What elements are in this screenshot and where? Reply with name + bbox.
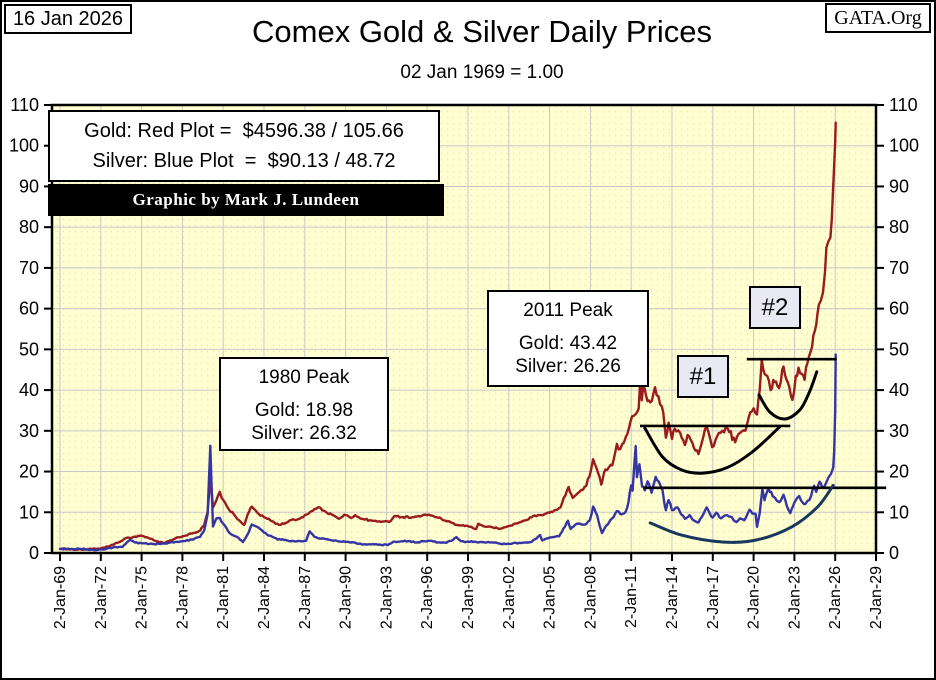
page-subtitle: 02 Jan 1969 = 1.00 xyxy=(400,62,564,83)
gold-series-line xyxy=(58,121,837,552)
annotation-2011-silver: Silver: 26.26 xyxy=(515,356,621,377)
y-tick-label: 20 xyxy=(889,462,909,482)
x-tick-label: 2-Jan-72 xyxy=(93,566,110,629)
gold-cup-1-curve xyxy=(643,425,781,475)
y-tick-label: 50 xyxy=(19,339,39,359)
legend-gold-label: Gold: Red Plot = $4596.38 / 105.66 xyxy=(84,120,404,142)
y-tick-label: 40 xyxy=(889,380,909,400)
x-tick-label: 2-Jan-20 xyxy=(746,566,763,629)
legend-silver-label: Silver: Blue Plot = $90.13 / 48.72 xyxy=(92,150,396,172)
y-tick-label: 60 xyxy=(19,299,39,319)
annotation-2011-peak: 2011 Peak Gold: 43.42 Silver: 26.26 xyxy=(487,290,649,387)
x-tick-label: 2-Jan-69 xyxy=(52,566,69,629)
annotation-1980-gold: Gold: 18.98 xyxy=(254,400,354,421)
x-tick-label: 2-Jan-84 xyxy=(256,566,273,629)
y-tick-label: 80 xyxy=(889,217,909,237)
annotation-1980-silver: Silver: 26.32 xyxy=(251,423,357,444)
x-tick-label: 2-Jan-96 xyxy=(419,566,436,629)
y-tick-label: 0 xyxy=(889,543,899,563)
x-tick-label: 2-Jan-90 xyxy=(338,566,355,629)
x-tick-label: 2-Jan-78 xyxy=(174,566,191,629)
y-tick-label: 110 xyxy=(889,95,918,115)
y-tick-label: 30 xyxy=(19,421,39,441)
gold-cup-2-curve xyxy=(757,370,819,421)
x-tick-label: 2-Jan-29 xyxy=(868,566,885,629)
credit-banner: Graphic by Mark J. Lundeen xyxy=(48,184,444,216)
site-badge: GATA.Org xyxy=(825,3,931,33)
cup2-label: #2 xyxy=(749,286,801,329)
x-tick-label: 2-Jan-02 xyxy=(501,566,518,629)
x-tick-label: 2-Jan-99 xyxy=(460,566,477,629)
y-tick-label: 110 xyxy=(10,95,39,115)
x-tick-label: 2-Jan-93 xyxy=(378,566,395,629)
silver-series-line xyxy=(58,353,837,552)
y-tick-label: 10 xyxy=(19,502,39,522)
y-tick-label: 90 xyxy=(19,176,39,196)
x-tick-label: 2-Jan-08 xyxy=(582,566,599,629)
x-tick-label: 2-Jan-17 xyxy=(705,566,722,629)
plot-border xyxy=(50,103,878,555)
date-stamp: 16 Jan 2026 xyxy=(4,4,132,34)
y-tick-label: 100 xyxy=(9,136,39,156)
x-tick-label: 2-Jan-87 xyxy=(297,566,314,629)
legend: Gold: Red Plot = $4596.38 / 105.66 Silve… xyxy=(48,110,440,182)
annotation-2011-gold: Gold: 43.42 xyxy=(518,333,618,354)
cup1-label: #1 xyxy=(677,355,729,398)
y-tick-label: 90 xyxy=(889,176,909,196)
y-tick-label: 70 xyxy=(19,258,39,278)
y-tick-label: 100 xyxy=(889,136,919,156)
x-tick-label: 2-Jan-26 xyxy=(827,566,844,629)
x-tick-label: 2-Jan-14 xyxy=(664,566,681,629)
y-tick-label: 50 xyxy=(889,339,909,359)
x-tick-label: 2-Jan-75 xyxy=(134,566,151,629)
annotation-1980-title: 1980 Peak xyxy=(258,367,350,388)
y-tick-label: 60 xyxy=(889,299,909,319)
y-tick-label: 80 xyxy=(19,217,39,237)
y-tick-label: 0 xyxy=(29,543,39,563)
y-tick-label: 20 xyxy=(19,462,39,482)
x-tick-label: 2-Jan-05 xyxy=(542,566,559,629)
x-tick-label: 2-Jan-81 xyxy=(215,566,232,629)
annotation-1980-peak: 1980 Peak Gold: 18.98 Silver: 26.32 xyxy=(219,357,389,451)
annotation-2011-title: 2011 Peak xyxy=(523,300,613,321)
x-tick-label: 2-Jan-11 xyxy=(623,566,640,628)
silver-cup-curve xyxy=(648,483,835,544)
y-tick-label: 40 xyxy=(19,380,39,400)
page-title: Comex Gold & Silver Daily Prices xyxy=(252,14,712,49)
x-tick-label: 2-Jan-23 xyxy=(786,566,803,629)
y-tick-label: 10 xyxy=(889,502,909,522)
y-tick-label: 70 xyxy=(889,258,909,278)
y-tick-label: 30 xyxy=(889,421,909,441)
